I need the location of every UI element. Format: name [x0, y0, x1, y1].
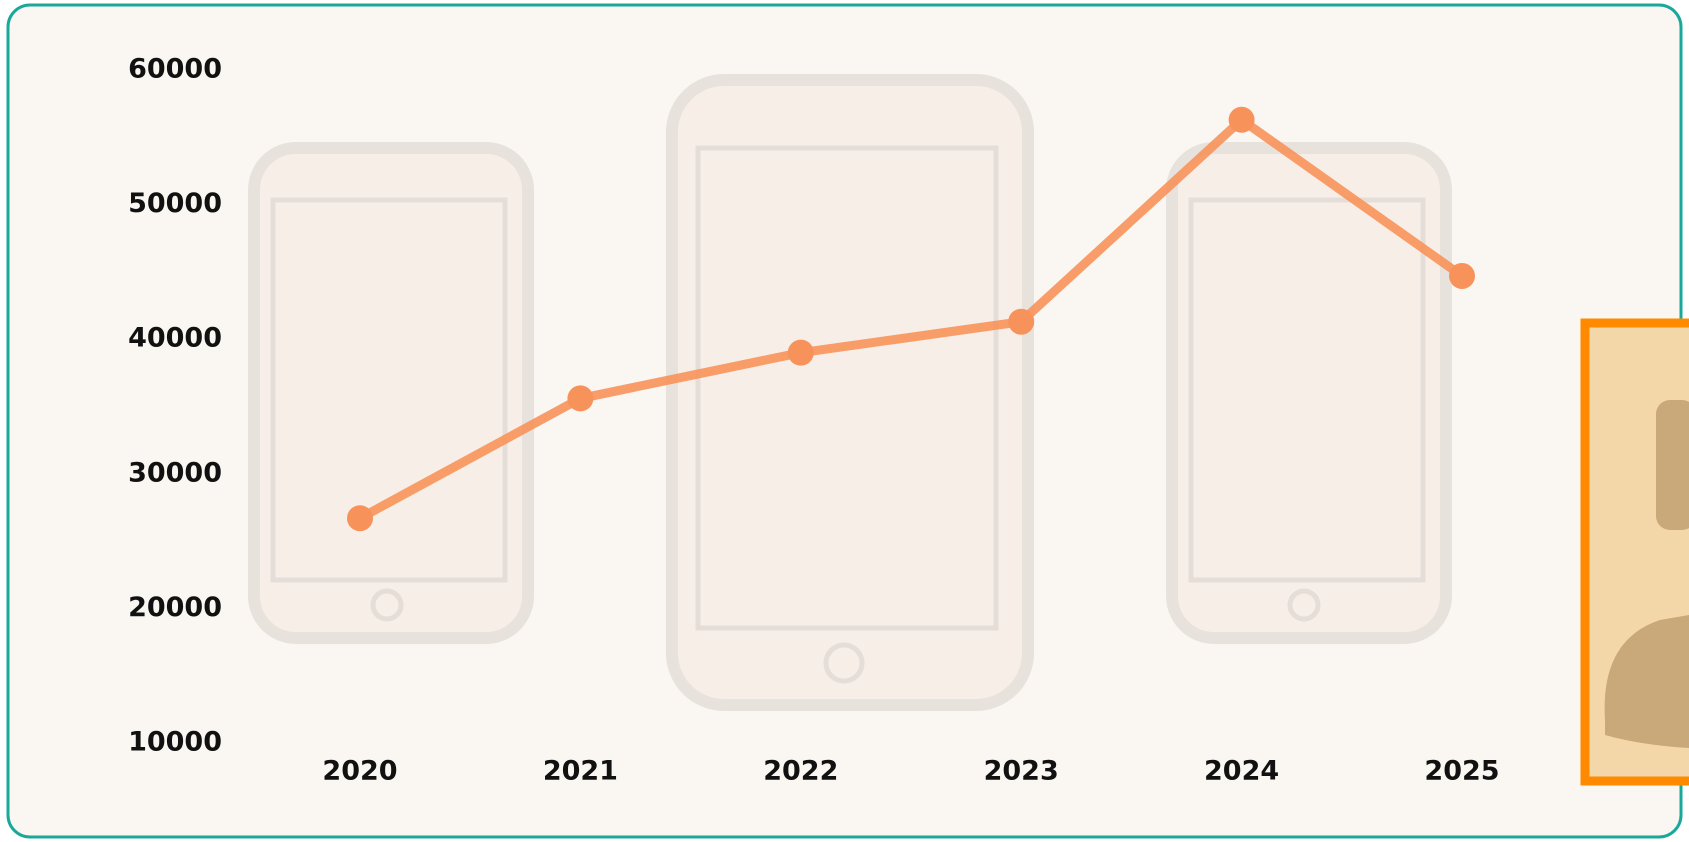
x-tick-label: 2022: [763, 756, 838, 787]
point: [788, 340, 814, 366]
point: [1008, 309, 1034, 335]
y-tick-label: 30000: [128, 457, 222, 488]
page: 10000 20000 30000 40000 50000 60000 2020 2021 20…: [0, 0, 1689, 842]
chart: 10000 20000 30000 40000 50000 60000 2020 2021 20…: [0, 0, 1689, 842]
point: [567, 385, 593, 411]
point: [1229, 107, 1255, 133]
point: [347, 505, 373, 531]
x-tick-label: 2020: [322, 756, 397, 787]
photo: [1585, 323, 1689, 781]
point: [1449, 263, 1475, 289]
y-tick-label: 20000: [128, 592, 222, 623]
y-tick-label: 40000: [128, 323, 222, 354]
phone-decor: [254, 80, 1446, 705]
x-tick-label: 2025: [1424, 756, 1499, 787]
y-tick-label: 60000: [128, 54, 222, 85]
x-tick-label: 2023: [984, 756, 1059, 787]
x-tick-label: 2024: [1204, 756, 1279, 787]
y-tick-label: 50000: [128, 188, 222, 219]
y-tick-label: 10000: [128, 727, 222, 758]
x-tick-label: 2021: [543, 756, 618, 787]
